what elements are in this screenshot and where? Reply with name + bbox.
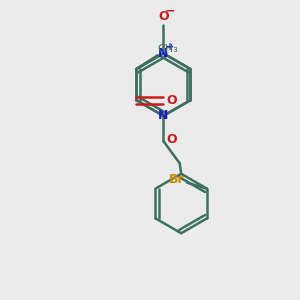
Text: O: O	[158, 10, 169, 23]
Text: O: O	[166, 133, 177, 146]
Text: N: N	[158, 109, 169, 122]
Text: −: −	[165, 5, 175, 18]
Text: CH₃: CH₃	[158, 44, 178, 53]
Text: Br: Br	[168, 173, 184, 186]
Text: N: N	[158, 47, 169, 60]
Text: +: +	[166, 43, 174, 52]
Text: O: O	[166, 94, 177, 107]
